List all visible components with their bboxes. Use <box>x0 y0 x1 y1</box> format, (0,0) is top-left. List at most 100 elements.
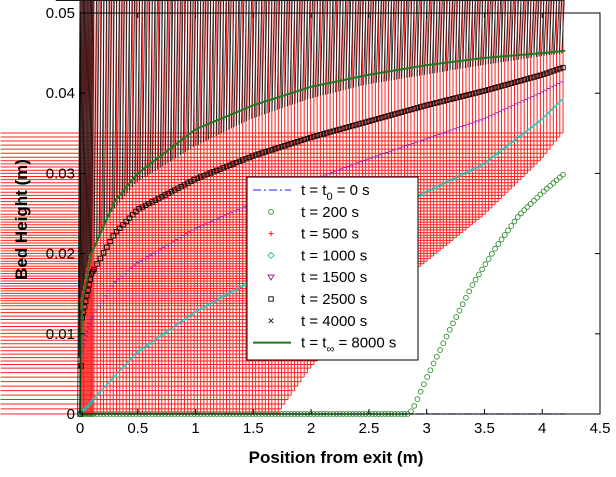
marker-3-136 <box>490 153 496 158</box>
marker-4-14 <box>97 305 101 309</box>
marker-5-35 <box>165 190 171 197</box>
marker-4-97 <box>365 158 370 162</box>
y-tick-label-2: 0.02 <box>46 246 75 263</box>
marker-5-25 <box>133 208 139 215</box>
marker-3-57 <box>235 285 240 290</box>
marker-5-151 <box>540 71 547 77</box>
marker-3-21 <box>118 365 124 371</box>
marker-2-129 <box>0 0 473 226</box>
marker-4-24 <box>129 267 134 271</box>
marker-3-145 <box>520 130 525 136</box>
marker-4-95 <box>359 161 363 164</box>
marker-5-95 <box>359 120 366 126</box>
marker-1-130 <box>472 276 479 283</box>
marker-1-120 <box>440 340 447 347</box>
marker-4-19 <box>113 281 117 285</box>
marker-5-14 <box>97 255 103 262</box>
marker-1-134 <box>485 256 492 262</box>
marker-5-122 <box>447 96 453 103</box>
marker-5-130 <box>473 90 479 96</box>
marker-1-138 <box>498 236 505 243</box>
marker-5-139 <box>502 82 508 88</box>
marker-2-155 <box>0 0 558 142</box>
marker-5-63 <box>256 151 262 157</box>
marker-4-56 <box>233 210 237 214</box>
marker-3-148 <box>529 123 535 129</box>
marker-1-156 <box>556 174 563 181</box>
marker-5-101 <box>379 115 385 121</box>
marker-5-51 <box>217 166 223 172</box>
marker-2-74 <box>0 0 295 392</box>
marker-2-146 <box>0 0 528 174</box>
marker-5-138 <box>498 83 505 89</box>
marker-5-124 <box>453 95 459 101</box>
marker-4-136 <box>492 113 496 117</box>
marker-4-103 <box>385 151 389 155</box>
marker-5-48 <box>207 170 213 176</box>
legend-label-5: t = 2500 s <box>301 291 367 308</box>
marker-5-154 <box>550 68 556 74</box>
marker-1-139 <box>501 232 508 238</box>
marker-4-99 <box>372 156 376 160</box>
marker-1-146 <box>524 204 531 210</box>
marker-5-148 <box>531 74 537 80</box>
marker-4-16 <box>103 295 108 298</box>
y-axis-title: Bed Height (m) <box>12 159 31 280</box>
marker-5-40 <box>181 182 188 188</box>
marker-4-43 <box>191 229 195 232</box>
marker-4-50 <box>213 219 218 222</box>
marker-5-144 <box>518 78 524 84</box>
marker-4-112 <box>414 141 418 145</box>
marker-1-125 <box>456 307 463 314</box>
marker-2-138 <box>0 0 503 199</box>
marker-3-32 <box>154 335 160 340</box>
marker-1-151 <box>540 188 547 195</box>
y-tick-label-3: 0.03 <box>46 165 75 182</box>
marker-5-68 <box>272 146 278 152</box>
marker-1-123 <box>450 320 456 327</box>
marker-4-119 <box>437 134 441 137</box>
marker-4-124 <box>453 128 457 132</box>
marker-3-151 <box>539 115 545 121</box>
marker-5-28 <box>142 202 149 208</box>
marker-4-117 <box>430 136 435 139</box>
marker-5-123 <box>450 95 456 102</box>
marker-2-118 <box>0 0 438 254</box>
marker-4-125 <box>456 127 460 130</box>
marker-4-116 <box>427 137 431 141</box>
marker-3-119 <box>435 182 441 188</box>
marker-1-150 <box>537 191 544 198</box>
marker-3-49 <box>209 299 215 305</box>
marker-4-102 <box>382 153 386 156</box>
x-tick-label-1: 0.5 <box>127 420 148 437</box>
marker-3-33 <box>157 333 163 338</box>
marker-5-13 <box>94 261 100 267</box>
marker-5-27 <box>139 204 146 210</box>
marker-4-53 <box>223 214 227 218</box>
marker-3-18 <box>109 376 114 381</box>
marker-5-65 <box>262 149 268 155</box>
marker-5-18 <box>110 233 116 239</box>
marker-5-90 <box>343 124 349 131</box>
marker-1-144 <box>518 210 524 217</box>
marker-5-19 <box>113 228 120 235</box>
marker-3-26 <box>135 348 140 354</box>
marker-1-117 <box>430 360 437 367</box>
marker-4-149 <box>534 94 538 98</box>
y-tick-label-4: 0.04 <box>46 85 75 102</box>
marker-5-57 <box>236 158 243 164</box>
marker-5-49 <box>210 169 217 175</box>
marker-4-135 <box>488 115 493 118</box>
legend-label-3: t = 1000 s <box>301 247 367 264</box>
marker-5-46 <box>201 173 207 179</box>
marker-3-127 <box>461 170 467 175</box>
marker-4-104 <box>388 150 392 154</box>
marker-4-92 <box>349 164 354 168</box>
legend-marker-4 <box>267 274 275 281</box>
marker-5-89 <box>340 125 346 132</box>
marker-4-139 <box>501 109 506 112</box>
y-tick-label-0: 0 <box>67 406 75 423</box>
marker-3-46 <box>199 305 205 310</box>
x-tick-label-3: 1.5 <box>243 420 264 437</box>
marker-1-131 <box>476 271 482 278</box>
